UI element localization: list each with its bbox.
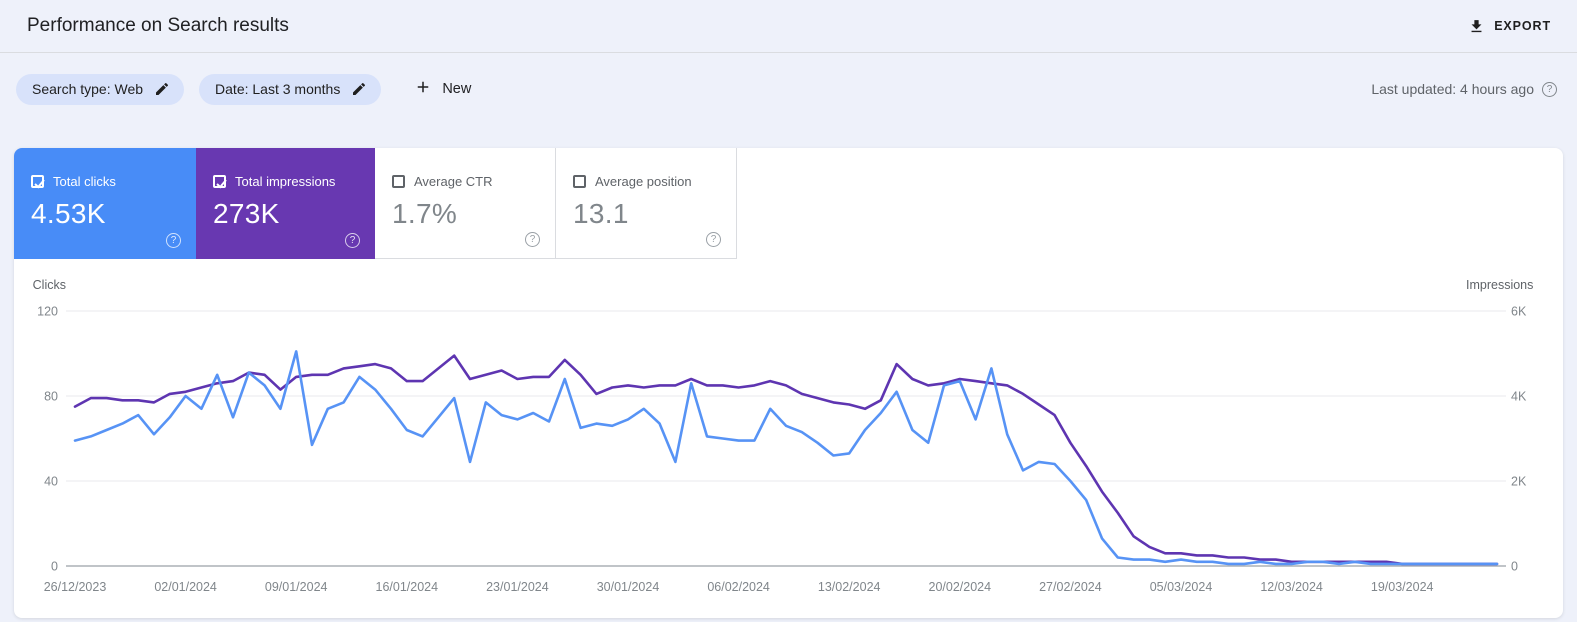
svg-text:05/03/2024: 05/03/2024 — [1150, 580, 1213, 594]
card-label: Total clicks — [53, 174, 116, 189]
svg-text:40: 40 — [44, 475, 58, 489]
average-position-card[interactable]: Average position 13.1 ? — [556, 148, 737, 259]
svg-text:0: 0 — [51, 560, 58, 574]
help-icon[interactable]: ? — [1542, 81, 1557, 97]
last-updated: Last updated: 4 hours ago ? — [1371, 81, 1557, 97]
svg-text:19/03/2024: 19/03/2024 — [1371, 580, 1434, 594]
svg-text:26/12/2023: 26/12/2023 — [44, 580, 107, 594]
svg-text:120: 120 — [37, 305, 58, 319]
svg-text:6K: 6K — [1511, 305, 1527, 319]
checkbox-icon[interactable] — [392, 175, 405, 188]
svg-text:Clicks: Clicks — [33, 278, 66, 292]
svg-text:09/01/2024: 09/01/2024 — [265, 580, 328, 594]
checkbox-icon[interactable] — [573, 175, 586, 188]
export-button[interactable]: EXPORT — [1466, 14, 1553, 39]
checkbox-icon[interactable] — [213, 175, 227, 189]
checkbox-icon[interactable] — [31, 175, 45, 189]
svg-text:06/02/2024: 06/02/2024 — [707, 580, 770, 594]
svg-text:16/01/2024: 16/01/2024 — [376, 580, 439, 594]
help-icon[interactable]: ? — [166, 233, 181, 248]
svg-text:80: 80 — [44, 390, 58, 404]
svg-text:4K: 4K — [1511, 390, 1527, 404]
card-label: Total impressions — [235, 174, 336, 189]
metric-cards: Total clicks 4.53K ? Total impressions 2… — [14, 148, 1563, 259]
edit-pencil-icon[interactable] — [351, 81, 367, 97]
svg-text:23/01/2024: 23/01/2024 — [486, 580, 549, 594]
average-ctr-card[interactable]: Average CTR 1.7% ? — [375, 148, 556, 259]
page-title: Performance on Search results — [27, 15, 289, 36]
average-position-value: 13.1 — [573, 198, 629, 229]
svg-text:12/03/2024: 12/03/2024 — [1260, 580, 1323, 594]
svg-text:02/01/2024: 02/01/2024 — [154, 580, 217, 594]
svg-text:30/01/2024: 30/01/2024 — [597, 580, 660, 594]
search-type-chip[interactable]: Search type: Web — [16, 73, 185, 105]
date-range-chip-label: Date: Last 3 months — [215, 81, 341, 97]
new-filter-label: New — [442, 81, 472, 97]
total-impressions-value: 273K — [213, 198, 280, 229]
top-bar: Performance on Search results EXPORT — [0, 0, 1577, 53]
filter-chips: Search type: Web Date: Last 3 months New — [16, 72, 479, 106]
export-label: EXPORT — [1494, 19, 1551, 33]
download-icon — [1468, 18, 1485, 35]
svg-text:2K: 2K — [1511, 475, 1527, 489]
date-range-chip[interactable]: Date: Last 3 months — [199, 73, 382, 105]
last-updated-text: Last updated: 4 hours ago — [1371, 81, 1534, 97]
svg-text:13/02/2024: 13/02/2024 — [818, 580, 881, 594]
svg-text:Impressions: Impressions — [1466, 278, 1533, 292]
average-ctr-value: 1.7% — [392, 198, 458, 229]
edit-pencil-icon[interactable] — [154, 81, 170, 97]
new-filter-button[interactable]: New — [406, 72, 479, 106]
svg-text:20/02/2024: 20/02/2024 — [929, 580, 992, 594]
svg-text:27/02/2024: 27/02/2024 — [1039, 580, 1102, 594]
help-icon[interactable]: ? — [345, 233, 360, 248]
search-type-chip-label: Search type: Web — [32, 81, 144, 97]
help-icon[interactable]: ? — [706, 232, 721, 247]
plus-icon — [414, 78, 432, 100]
card-label: Average position — [595, 174, 692, 189]
svg-text:0: 0 — [1511, 560, 1518, 574]
filters-row: Search type: Web Date: Last 3 months New… — [0, 53, 1577, 117]
total-clicks-card[interactable]: Total clicks 4.53K ? — [14, 148, 196, 259]
total-clicks-value: 4.53K — [31, 198, 106, 229]
card-label: Average CTR — [414, 174, 493, 189]
total-impressions-card[interactable]: Total impressions 273K ? — [196, 148, 375, 259]
help-icon[interactable]: ? — [525, 232, 540, 247]
